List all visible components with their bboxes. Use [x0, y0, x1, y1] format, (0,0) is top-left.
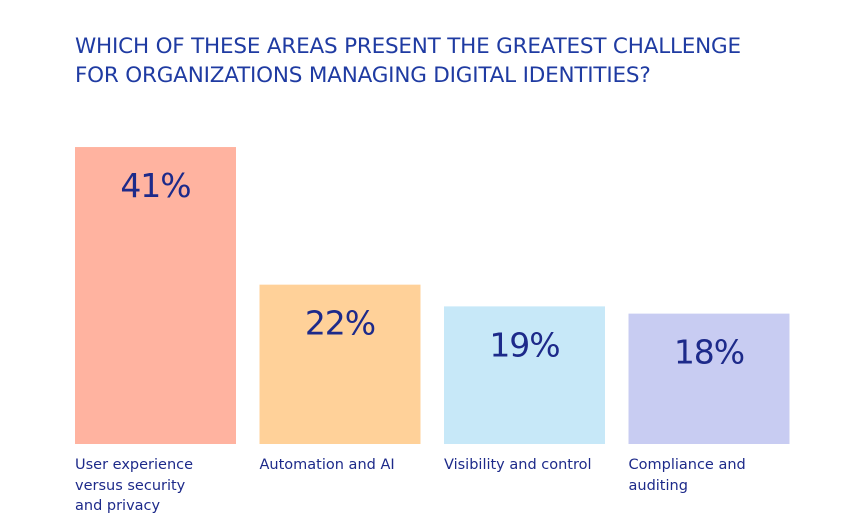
category-label-4: Compliance and auditing — [629, 455, 794, 496]
bar-1 — [75, 147, 236, 445]
category-label-line: versus security — [75, 477, 186, 494]
category-label-1: User experience versus security and privac… — [75, 455, 240, 517]
category-label-line: Automation and AI — [259, 457, 395, 473]
category-label-line: User experience — [75, 457, 194, 473]
bar-4 — [628, 313, 790, 444]
category-label-line: Visibility and control — [444, 457, 592, 473]
bar-value-label-4: 18% — [674, 333, 744, 372]
bar-value-label-1: 41% — [120, 166, 190, 205]
category-label-3: Visibility and control — [444, 455, 609, 476]
chart-title-line-1: WHICH OF THESE AREAS PRESENT THE GREATES… — [75, 34, 741, 59]
bar-3 — [444, 306, 605, 444]
bar-value-label-2: 22% — [305, 304, 375, 343]
category-label-line: Compliance and — [628, 457, 746, 473]
bar-value-label-3: 19% — [489, 325, 559, 364]
chart-title-line-2: FOR ORGANIZATIONS MANAGING DIGITAL IDENT… — [75, 63, 651, 88]
category-label-line: and privacy — [75, 498, 161, 514]
bar-2 — [259, 284, 421, 444]
category-label-2: Automation and AI — [260, 455, 425, 476]
category-label-line: auditing — [628, 477, 688, 494]
chart-title: WHICH OF THESE AREAS PRESENT THE GREATES… — [75, 32, 835, 90]
